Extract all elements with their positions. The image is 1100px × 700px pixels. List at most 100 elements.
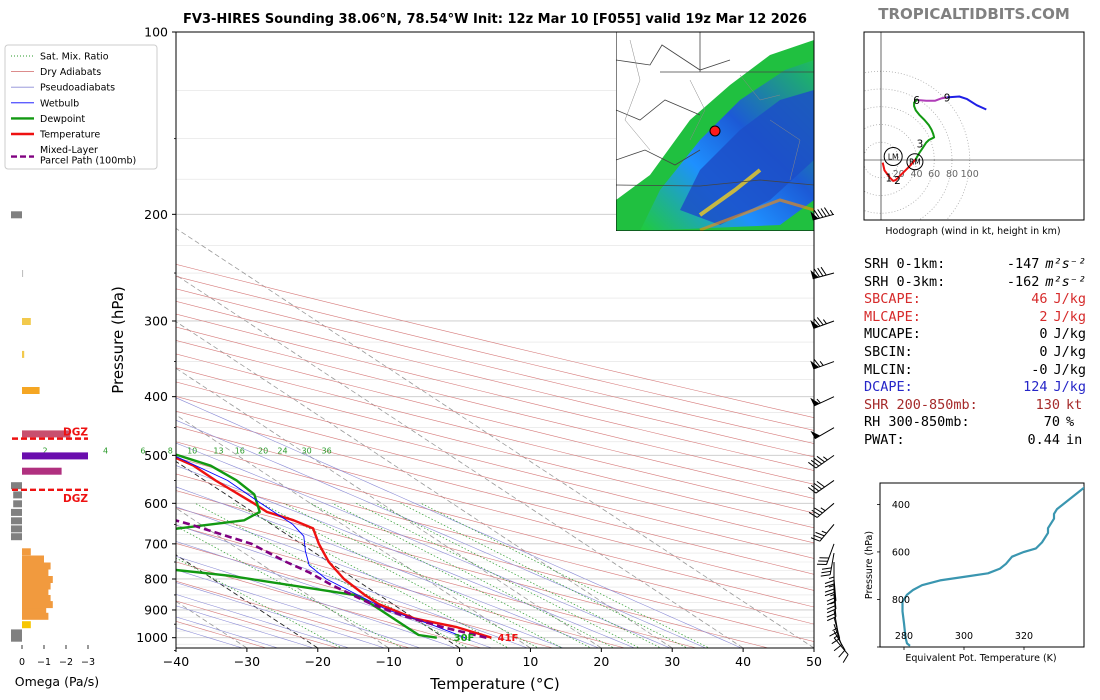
wind-barbs bbox=[808, 207, 849, 663]
dry-adiabat bbox=[176, 457, 814, 625]
stat-unit: m²s⁻² bbox=[1045, 256, 1086, 272]
wind-barb bbox=[816, 543, 835, 566]
omega-bar bbox=[22, 387, 40, 394]
barb-shaft bbox=[812, 213, 835, 221]
omega-bar bbox=[11, 508, 22, 516]
mixing-ratio-label: 30 bbox=[302, 446, 312, 455]
stat-row: RH 300-850mb: 70% bbox=[864, 414, 1086, 432]
hodograph-tick-label: 20 bbox=[893, 169, 905, 180]
omega-bar bbox=[22, 452, 88, 460]
dgz-label: DGZ bbox=[63, 427, 88, 439]
mixing-ratio-label: 20 bbox=[258, 446, 268, 455]
stat-row: MUCAPE: 0 J/kg bbox=[864, 326, 1086, 344]
stat-value: 0.44 bbox=[1027, 431, 1060, 448]
stat-row: SRH 0-3km: -162 m²s⁻² bbox=[864, 274, 1086, 292]
barb-flag bbox=[810, 211, 819, 221]
hodograph-segment bbox=[913, 99, 936, 160]
omega-bar bbox=[11, 533, 22, 541]
isotherm bbox=[176, 507, 389, 648]
pseudoadiabat bbox=[176, 594, 351, 648]
stat-label: SBCAPE: bbox=[864, 291, 921, 308]
storm-motion-marker bbox=[883, 147, 903, 167]
ytick-label: 900 bbox=[144, 602, 168, 617]
stat-row: SRH 0-1km: -147 m²s⁻² bbox=[864, 256, 1086, 274]
ytick-label: 800 bbox=[144, 571, 168, 586]
isotherm bbox=[176, 460, 460, 648]
dry-adiabat bbox=[176, 543, 555, 648]
stat-unit: J/kg bbox=[1053, 343, 1086, 360]
dry-adiabat bbox=[176, 340, 814, 499]
mixing-ratio-line bbox=[283, 502, 563, 648]
barb-full bbox=[817, 209, 824, 218]
barb-half bbox=[820, 507, 826, 512]
wind-barb bbox=[810, 266, 835, 280]
hodograph-tick-label: 80 bbox=[946, 169, 958, 180]
stat-unit: % bbox=[1066, 414, 1075, 431]
legend-label: Sat. Mix. Ratio bbox=[40, 52, 109, 63]
mixing-ratio-label: 24 bbox=[277, 446, 287, 455]
barb-shaft bbox=[813, 320, 835, 329]
barb-full bbox=[813, 210, 820, 219]
mixing-ratio-label: 2 bbox=[42, 446, 47, 455]
storm-motion-label: LM bbox=[888, 153, 899, 162]
theta-e-line bbox=[901, 486, 1084, 647]
omega-tick-label: −1 bbox=[37, 657, 51, 668]
stat-value: -0 bbox=[1031, 361, 1048, 378]
mixing-ratio-label: 8 bbox=[168, 446, 173, 455]
series-temperature bbox=[176, 456, 492, 639]
omega-tick-label: −3 bbox=[81, 657, 95, 668]
omega-bar bbox=[13, 500, 22, 508]
omega-bar bbox=[11, 629, 22, 637]
wind-barb bbox=[808, 480, 835, 494]
isotherm bbox=[176, 274, 744, 648]
xtick-label: 0 bbox=[456, 654, 464, 669]
stat-unit: J/kg bbox=[1053, 379, 1086, 396]
omega-bar bbox=[22, 430, 71, 438]
omega-bar bbox=[11, 211, 22, 219]
stat-label: RH 300-850mb: bbox=[864, 414, 970, 431]
wind-barb bbox=[810, 524, 835, 542]
dry-adiabat bbox=[176, 507, 698, 648]
omega-bar bbox=[22, 548, 31, 556]
hodograph-tick-label: 60 bbox=[928, 169, 940, 180]
stat-label: SRH 0-3km: bbox=[864, 273, 946, 290]
pseudoadiabat bbox=[176, 555, 457, 648]
dry-adiabat bbox=[176, 396, 814, 559]
barb-full bbox=[813, 318, 821, 327]
barb-shaft bbox=[815, 454, 835, 469]
hodograph-tick-label: 40 bbox=[910, 169, 922, 180]
hodograph-segment bbox=[917, 96, 948, 102]
barb-full bbox=[810, 484, 820, 492]
barb-full bbox=[820, 574, 831, 577]
dry-adiabat bbox=[176, 490, 770, 648]
barb-flag bbox=[810, 320, 819, 329]
stat-value: 46 bbox=[1031, 291, 1048, 308]
isotherm bbox=[176, 321, 673, 648]
dry-adiabat bbox=[176, 367, 814, 529]
isotherm bbox=[176, 367, 602, 648]
location-marker bbox=[709, 125, 721, 137]
hodograph-height-label: 9 bbox=[944, 92, 951, 104]
barb-full bbox=[821, 567, 832, 570]
barb-full bbox=[808, 486, 817, 494]
stat-unit: J/kg bbox=[1053, 361, 1086, 378]
mixing-ratio-line bbox=[176, 557, 343, 648]
dgz-label: DGZ bbox=[63, 493, 88, 505]
barb-full bbox=[826, 612, 836, 618]
ytick-label: 1000 bbox=[136, 630, 168, 645]
legend-label: Dewpoint bbox=[40, 114, 85, 125]
wind-barb bbox=[833, 637, 849, 663]
stat-value: -147 bbox=[1006, 256, 1040, 272]
mixing-ratio-line bbox=[420, 502, 710, 648]
barb-half bbox=[816, 398, 821, 404]
barb-half bbox=[828, 585, 835, 588]
wind-barb bbox=[820, 553, 835, 577]
xtick-label: −20 bbox=[305, 654, 331, 669]
barb-flag bbox=[810, 430, 821, 439]
stat-label: DCAPE: bbox=[864, 379, 913, 396]
theta-ytick-label: 800 bbox=[892, 595, 910, 606]
barb-shaft bbox=[816, 502, 835, 518]
legend-label: Parcel Path (100mb) bbox=[40, 156, 136, 167]
barb-full bbox=[824, 592, 835, 597]
wind-barb bbox=[808, 502, 835, 518]
